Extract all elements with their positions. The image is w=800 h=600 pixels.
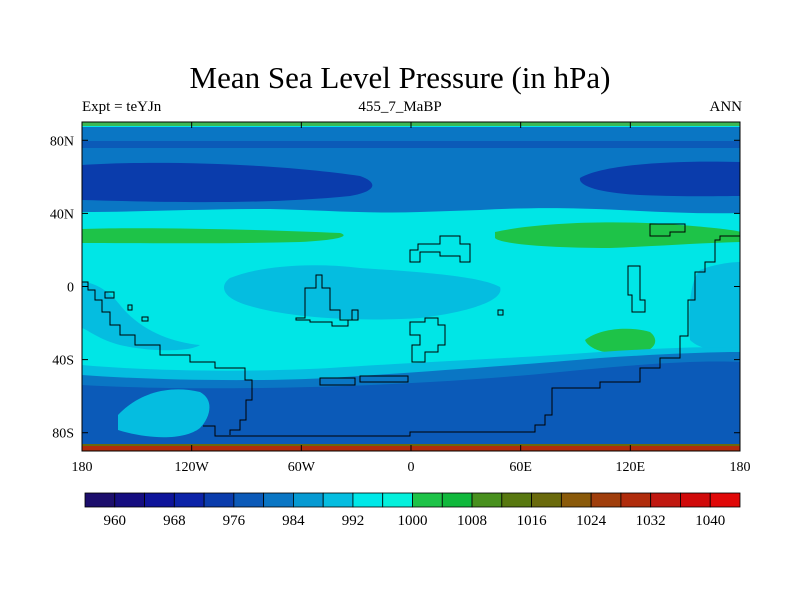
colorbar-label: 1000 (398, 513, 428, 529)
colorbar-swatch (501, 492, 532, 508)
colorbar-swatch (263, 492, 294, 508)
colorbar-label: 1016 (517, 513, 548, 529)
y-tick-label: 40N (50, 207, 74, 222)
tropical-trough-west (82, 282, 200, 351)
colorbar-swatch (531, 492, 562, 508)
tropical-trough-pacific (689, 262, 740, 351)
colorbar-swatch (412, 492, 443, 508)
season-label: ANN (709, 99, 743, 115)
y-tick-label: 40S (52, 354, 74, 369)
y-tick-label: 80S (52, 427, 74, 442)
colorbar-swatch (144, 492, 175, 508)
colorbar-swatch (620, 492, 652, 508)
colorbar-label: 984 (282, 513, 305, 529)
colorbar-swatch (382, 492, 413, 508)
north-upper-band (82, 141, 740, 148)
colorbar-swatch (650, 492, 681, 508)
colorbar-label: 960 (104, 513, 127, 529)
x-tick-label: 180 (72, 460, 93, 475)
colorbar: 960 968 976 984 992 1000 1008 1016 1024 1032 1040 (84, 492, 741, 529)
axes: 180 120W 60W 0 60E 120E 180 80N 40N 0 40S 80S (50, 122, 751, 475)
period-label: 455_7_MaBP (358, 99, 442, 115)
colorbar-swatch (84, 492, 116, 508)
coastline-southern-island (409, 317, 446, 363)
coastline-south-islands (319, 375, 409, 386)
colorbar-swatch (293, 492, 324, 508)
coastline-central-landmass (295, 274, 359, 327)
colorbar-swatch (471, 492, 503, 508)
colorbar-label: 968 (163, 513, 186, 529)
y-tick-label: 0 (67, 281, 74, 296)
colorbar-swatch (322, 492, 354, 508)
colorbar-swatch (352, 492, 384, 508)
subtropical-high-east (495, 222, 740, 248)
x-tick-label: 120W (175, 460, 210, 475)
coastline-south-continent (203, 235, 740, 437)
north-pacific-deep-low (579, 161, 740, 197)
x-tick-label: 120E (616, 460, 646, 475)
coastline-north-east-island (649, 223, 686, 237)
colorbar-swatch (441, 492, 473, 508)
antarctic-high-tongue (118, 389, 210, 438)
colorbar-label: 1008 (457, 513, 487, 529)
x-tick-label: 180 (730, 460, 751, 475)
colorbar-label: 976 (223, 513, 246, 529)
colorbar-swatch (114, 492, 145, 508)
coastline-small-islands (104, 291, 504, 322)
x-tick-label: 60W (288, 460, 316, 475)
coastline-eastern-landmass (409, 235, 471, 263)
colorbar-label: 1040 (695, 513, 725, 529)
colorbar-label: 1032 (636, 513, 666, 529)
colorbar-swatch (233, 492, 265, 508)
north-deep-low-band (82, 162, 373, 203)
south-inner-band (82, 361, 740, 445)
colorbar-label: 1024 (576, 513, 607, 529)
colorbar-swatch (203, 492, 235, 508)
colorbar-swatch (709, 492, 741, 508)
colorbar-swatch (590, 492, 622, 508)
chart-title: Mean Sea Level Pressure (in hPa) (189, 60, 611, 95)
coastline-west-continent (82, 281, 253, 435)
experiment-label: Expt = teYJn (82, 99, 162, 115)
coastlines (82, 223, 740, 437)
tropical-trough-atlantic (224, 265, 501, 320)
x-tick-label: 60E (509, 460, 532, 475)
pressure-field (82, 122, 740, 451)
colorbar-swatch (560, 492, 592, 508)
colorbar-label: 992 (342, 513, 365, 529)
colorbar-swatch (173, 492, 205, 508)
y-tick-label: 80N (50, 134, 74, 149)
coastline-east-peninsula (627, 265, 646, 313)
subtropical-high-south (585, 328, 656, 354)
subtropical-high-west (82, 228, 344, 244)
colorbar-swatch (680, 492, 711, 508)
x-tick-label: 0 (408, 460, 415, 475)
